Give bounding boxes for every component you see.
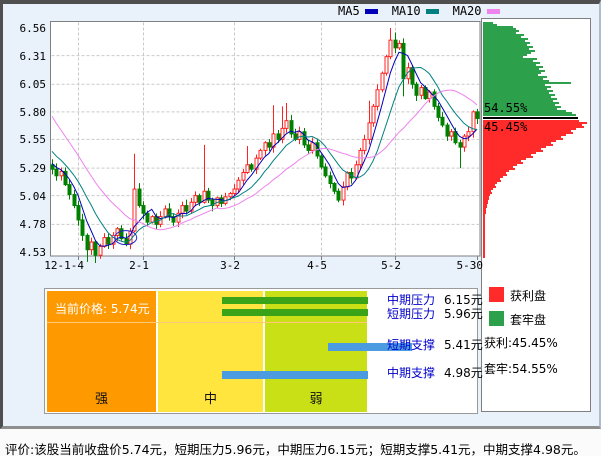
evaluation-status-bar: 评价:该股当前收盘价5.74元，短期压力5.96元，中期压力6.15元；短期支撑…	[0, 429, 601, 456]
level-value: 6.15元	[444, 293, 483, 307]
level-bar	[328, 343, 412, 351]
level-label: 中期支撑	[387, 366, 436, 380]
ma5-legend-item: MA5	[338, 4, 378, 18]
x-axis-label: 5-2	[381, 259, 401, 272]
profit-chips-swatch-icon	[489, 287, 504, 302]
profit-chip-bars	[483, 120, 587, 258]
profit-chips-label: 获利盘	[510, 289, 547, 303]
strength-column-strong: 强	[47, 291, 156, 412]
candlestick-series	[50, 28, 480, 263]
ma5-line	[51, 51, 478, 247]
weak-label: 弱	[309, 392, 323, 407]
strength-panel: 强 中 弱 当前价格: 5.74元 中期压力 6.15元 短期压力 5.96元短期支撑…	[44, 288, 483, 414]
y-axis-label: 6.31	[19, 50, 47, 63]
y-axis-label: 5.80	[19, 106, 47, 119]
level-bar	[222, 309, 368, 316]
y-axis-label: 4.78	[19, 218, 47, 231]
ma20-label: MA20	[452, 4, 482, 18]
trapped-chip-bars	[483, 22, 576, 116]
level-value: 5.96元	[444, 307, 483, 321]
y-axis-label: 4.53	[19, 246, 47, 259]
mid-label: 中	[203, 392, 217, 407]
ma-legend: MA5 MA10 MA20	[338, 4, 500, 18]
y-axis-label: 5.55	[19, 133, 47, 146]
level-value: 5.41元	[444, 338, 483, 352]
ma20-color-dash-icon	[486, 8, 500, 14]
x-axis-label: 4-5	[307, 259, 327, 272]
profit-percent-label: 45.45%	[484, 120, 528, 134]
level-label: 短期压力	[387, 307, 436, 321]
trapped-chips-swatch-icon	[489, 311, 504, 326]
y-axis-label: 6.56	[19, 22, 47, 35]
evaluation-text: 评价:该股当前收盘价5.74元，短期压力5.96元，中期压力6.15元；短期支撑…	[5, 442, 586, 456]
current-price-label: 当前价格: 5.74元	[55, 302, 150, 316]
strength-divider-line	[47, 322, 367, 323]
level-value: 4.98元	[444, 366, 483, 380]
trapped-chips-label: 套牢盘	[510, 313, 547, 327]
level-label: 中期压力	[387, 293, 436, 307]
level-bar	[222, 371, 368, 379]
x-axis-label: 2-1	[129, 259, 149, 272]
x-axis-label: 12-1-4	[44, 259, 84, 272]
y-axis-label: 6.05	[19, 78, 47, 91]
trapped-percent-label: 54.55%	[484, 101, 528, 115]
profit-percent-line: 获利:45.45%	[484, 336, 558, 350]
current-price-separator-line	[483, 117, 578, 119]
candlestick-chart-plot-area[interactable]	[0, 0, 601, 429]
ma10-label: MA10	[391, 4, 421, 18]
ma5-color-dash-icon	[364, 8, 378, 14]
ma5-label: MA5	[338, 4, 360, 18]
level-label: 短期支撑	[387, 338, 436, 352]
x-axis-label: 3-2	[220, 259, 240, 272]
y-axis-label: 5.29	[19, 162, 47, 175]
ma20-line	[51, 89, 478, 231]
level-bar	[222, 297, 368, 304]
x-axis-label: 5-30	[456, 259, 484, 272]
y-axis-label: 5.04	[19, 190, 47, 203]
ma10-legend-item: MA10	[392, 4, 439, 18]
ma10-line	[51, 66, 478, 243]
strong-label: 强	[94, 392, 108, 407]
ma20-legend-item: MA20	[453, 4, 500, 18]
ma10-color-dash-icon	[425, 8, 439, 14]
low-point-marker	[114, 230, 138, 246]
trapped-percent-line: 套牢:54.55%	[484, 362, 558, 376]
